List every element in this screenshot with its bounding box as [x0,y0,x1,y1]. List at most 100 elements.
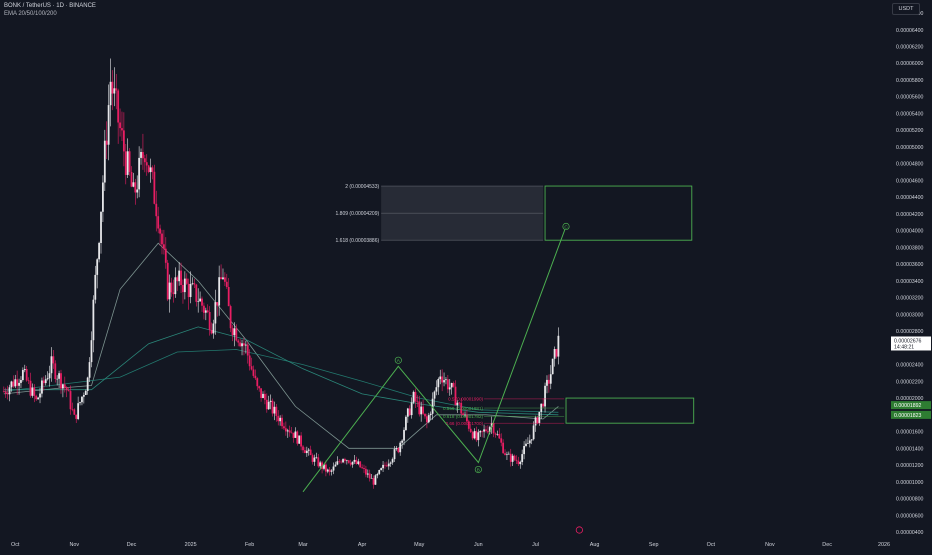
candle-body [60,373,62,389]
candle-body [235,328,238,341]
candle-body [382,464,384,469]
candle-body [538,411,541,424]
candle-body [185,278,188,284]
candle-body [61,384,64,389]
candle-body [265,399,268,410]
price-axis[interactable]: 0.000066000.000064000.000062000.00006000… [890,0,932,536]
time-axis[interactable]: Oct Nov Dec 2025 Feb Mar Apr May Jun Jul Aug Sep Oct… [0,536,932,550]
price-axis-label: 0.00004000 [896,229,924,235]
candle-body [191,283,194,284]
current-price-value: 0.00002676 [894,338,922,344]
candle-body [197,301,200,302]
candle-body [206,310,209,312]
candle-body [389,462,392,464]
time-axis-label: Oct [11,542,20,548]
price-axis-label: 0.00004200 [896,212,924,218]
support-price-value: 0.00001892 [894,403,922,409]
candle-body [27,380,30,381]
candle-body [294,431,297,438]
candle-body [547,379,550,384]
candle-body [204,310,207,313]
time-axis-label: Mar [298,542,307,548]
candle-body [103,140,106,183]
ema-layer [3,242,559,449]
candle-body [300,435,303,447]
candle-body [6,393,9,395]
candle-body [176,277,179,282]
candle-body [330,470,333,472]
price-axis-label: 0.00005600 [896,95,924,101]
candle-body [486,431,489,433]
candle-body [338,461,341,462]
candle-body [467,421,470,429]
candle-body [140,152,142,158]
candle-body [147,165,150,172]
candle-body [393,449,396,460]
candle-body [420,406,423,415]
candle-body [441,376,444,383]
candle-body [170,282,173,293]
candle-body [122,130,125,152]
candle-body [98,242,100,260]
candle-body [260,388,262,398]
currency-button[interactable]: USDT [892,3,920,15]
candle-body [349,462,352,465]
candle-body [39,393,41,398]
candle-body [105,140,108,145]
fib-retracement-label: 0.66 (0.00001700) [446,421,484,426]
candle-body [504,453,506,455]
chart-svg[interactable]: 2 (0.00004533) 1.809 (0.00004209) 1.618 (0… [0,0,890,536]
candle-body [187,283,190,298]
candle-body [509,453,512,462]
candle-body [73,409,76,415]
chart-canvas[interactable]: 2 (0.00004533) 1.809 (0.00004209) 1.618 (0… [0,0,890,536]
candle-body [46,378,49,380]
price-axis-label: 0.00002800 [896,329,924,335]
time-axis-label: Jun [474,542,483,548]
candle-body [229,306,232,329]
candle-body [536,417,539,424]
price-axis-label: 0.00003600 [896,262,924,268]
candle-body [29,380,32,396]
candle-body [481,431,484,432]
fib-retracement-label: 0.5 (0.00001990) [448,397,483,402]
candle-body [21,370,24,380]
price-axis-label: 0.00003000 [896,312,924,318]
candle-body [222,277,224,280]
candle-body [315,457,318,458]
symbol-title[interactable]: BONK / TetherUS · 1D · BINANCE [4,3,96,9]
time-axis-label: Nov [765,542,775,548]
candle-body [385,465,388,467]
price-axis-label: 0.00000400 [896,530,924,536]
candle-body [248,355,251,367]
candle-body [321,462,323,469]
candle-body [347,460,350,463]
indicator-legend[interactable]: EMA 20/50/100/200 [4,11,57,17]
candle-body [317,457,320,467]
candle-body [551,358,554,375]
candle-body [128,151,131,172]
candle-body [164,248,167,263]
candle-body [52,356,55,364]
candle-body [366,473,369,475]
time-axis-label: Feb [245,542,254,548]
ema-line-0 [3,242,559,449]
time-axis-label: May [414,542,424,548]
drawing-layer[interactable]: 2 (0.00004533) 1.809 (0.00004209) 1.618 (0… [302,184,695,534]
price-axis-label: 0.00005800 [896,78,924,84]
candle-body [412,391,415,403]
price-axis-label: 0.00005000 [896,145,924,151]
candle-body [71,409,74,410]
time-axis-label: 2026 [878,542,890,548]
candle-body [365,468,367,475]
candle-body [237,340,240,343]
time-axis-label: Jul [532,542,539,548]
current-price-tag [891,336,931,351]
candle-body [410,402,413,416]
candle-body [42,380,45,384]
candle-body [50,356,53,374]
candle-body [376,474,379,476]
candle-body [23,369,26,371]
candle-layer [2,58,560,489]
wave-marker-a [394,356,402,364]
